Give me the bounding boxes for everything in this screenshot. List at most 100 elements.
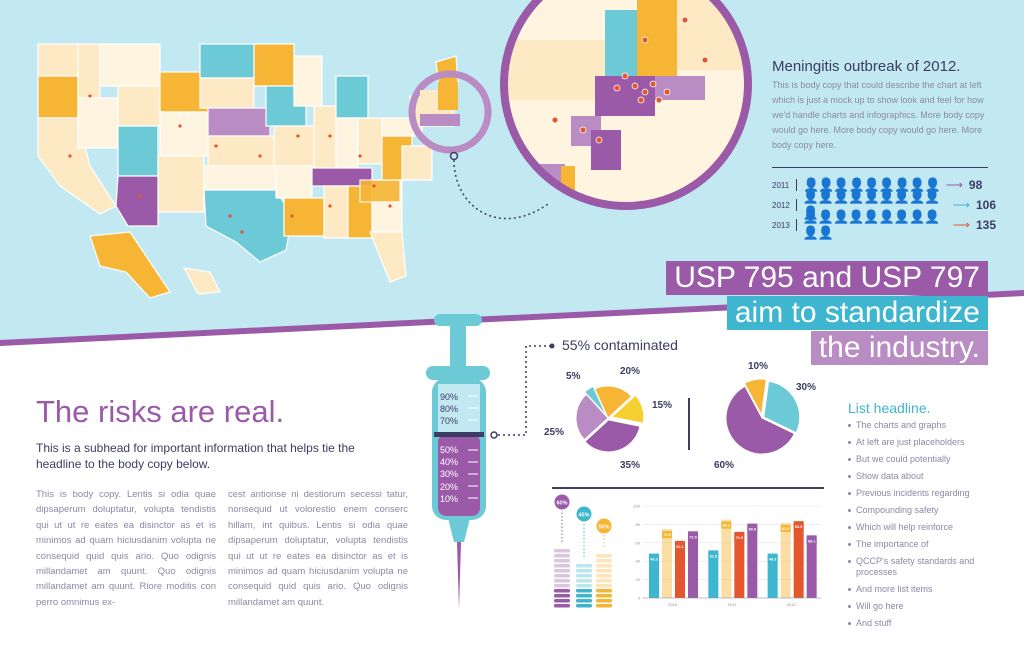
stack-segment (596, 574, 612, 578)
bar (806, 535, 817, 598)
bar (649, 553, 659, 598)
people-icon: 👤👤👤👤👤👤👤👤👤👤 (802, 189, 941, 220)
bar-label-bg (806, 537, 817, 545)
bar (747, 523, 758, 598)
bar (662, 529, 672, 598)
bar-label-bg (747, 525, 758, 533)
list-item: Show data about (848, 471, 988, 482)
stack-segment (554, 569, 570, 573)
bar-label-bg (649, 555, 659, 563)
pie2-label: 60% (714, 460, 735, 471)
stack-segment (554, 549, 570, 553)
bar (780, 523, 791, 598)
pie2-label: 30% (796, 382, 817, 393)
bar-value-label: 81.5 (782, 527, 789, 531)
value-label: 106 (975, 198, 996, 212)
bubble-marker (576, 506, 592, 522)
value-label: 135 (975, 218, 996, 232)
bar (688, 531, 698, 598)
stack-segment (554, 599, 570, 603)
pie2-label: 10% (748, 361, 769, 372)
list-item: At left are just placeholders (848, 437, 988, 448)
pie-chart-1 (575, 385, 645, 453)
pie-slice (725, 385, 796, 455)
bar-value-label: 68.1 (808, 539, 815, 543)
bar-value-label: 74.9 (663, 533, 670, 537)
year-label: 2011 (772, 180, 790, 190)
pie-chart-2 (725, 378, 801, 455)
headline-line-2: aim to standardize (726, 296, 988, 330)
bar-value-label: 48.3 (650, 558, 657, 562)
stack-segment (554, 564, 570, 568)
pie1-label: 20% (620, 366, 641, 377)
y-tick-label: 100 (633, 504, 640, 509)
stack-segment (554, 559, 570, 563)
stack-segment (596, 579, 612, 583)
stack-segment (576, 599, 592, 603)
arrow-icon: ⟶ (952, 218, 970, 232)
bar-value-label: 83.5 (795, 525, 802, 529)
pictograph-chart: 2011 👤👤👤👤👤👤👤👤👤 ⟶ 98 2012 👤👤👤👤👤👤👤👤👤👤 ⟶ 10… (772, 177, 996, 240)
pie-slice (610, 394, 645, 424)
x-tick-label: 2010 (668, 602, 678, 607)
stack-segment (576, 594, 592, 598)
bar-label-bg (767, 555, 778, 563)
list-item: Previous incidents regarding (848, 488, 988, 499)
bar-label-bg (662, 531, 672, 539)
bar-label-bg (780, 525, 791, 533)
pie1-label: 5% (566, 371, 581, 382)
pictograph-row: 2013 👤👤👤👤👤👤👤👤👤👤👤 ⟶ 135 (772, 209, 996, 240)
stack-segment (554, 579, 570, 583)
stacked-bubble-chart: 60% 45% 55% (554, 494, 612, 608)
risks-body-col-2: cest antionse ni destiorum secessi tatur… (228, 489, 408, 608)
bubble-marker (554, 494, 570, 510)
pie1-label: 15% (652, 400, 673, 411)
list: The charts and graphs At left are just p… (848, 420, 988, 635)
bar (734, 531, 745, 598)
stack-segment (596, 599, 612, 603)
people-icon: 👤👤👤👤👤👤👤👤👤👤👤 (802, 209, 941, 240)
stack-segment (576, 564, 592, 568)
syringe-illustration (426, 314, 490, 610)
map-panel-title: Meningitis outbreak of 2012. (772, 58, 961, 75)
y-tick-label: 40 (636, 559, 641, 564)
stack-segment (554, 554, 570, 558)
x-tick-label: 2011 (728, 602, 737, 607)
bar-label-bg (793, 523, 804, 531)
bar-label-bg (734, 533, 745, 541)
bar-value-label: 62.1 (676, 545, 683, 549)
risks-subhead: This is a subhead for important informat… (36, 441, 355, 471)
stack-segment (596, 559, 612, 563)
list-item: And more list items (848, 584, 988, 595)
syringe-scale-bottom: 50% 40% 30% 20% 10% (440, 445, 459, 504)
headline-line-1: USP 795 and USP 797 (666, 261, 988, 295)
stack-segment (576, 584, 592, 588)
bubble-marker (596, 518, 612, 534)
list-item: Which will help reinforce (848, 522, 988, 533)
bar-value-label: 85.2 (723, 524, 730, 528)
y-tick-label: 0 (638, 596, 641, 601)
us-map (37, 43, 459, 299)
y-tick-label: 80 (636, 522, 641, 527)
bar-value-label: 48.3 (769, 558, 776, 562)
list-item: Compounding safety (848, 505, 988, 516)
year-label: 2012 (772, 200, 790, 210)
bar (767, 553, 778, 598)
x-tick-label: 2012 (787, 602, 797, 607)
bar (708, 550, 719, 598)
bubble-label: 55% (598, 525, 609, 531)
stack-segment (554, 584, 570, 588)
stack-segment (554, 604, 570, 608)
stack-segment (576, 579, 592, 583)
syringe-scale-top: 90% 80% 70% (440, 392, 459, 427)
stack-segment (596, 554, 612, 558)
stack-segment (596, 604, 612, 608)
stack-segment (596, 584, 612, 588)
pie-slice (584, 385, 607, 416)
arrow-icon: ⟶ (952, 198, 970, 212)
pie-slice (743, 378, 767, 417)
pie-slice (763, 380, 801, 434)
stack-segment (596, 594, 612, 598)
chart-divider (552, 487, 824, 489)
list-item: The importance of (848, 539, 988, 550)
